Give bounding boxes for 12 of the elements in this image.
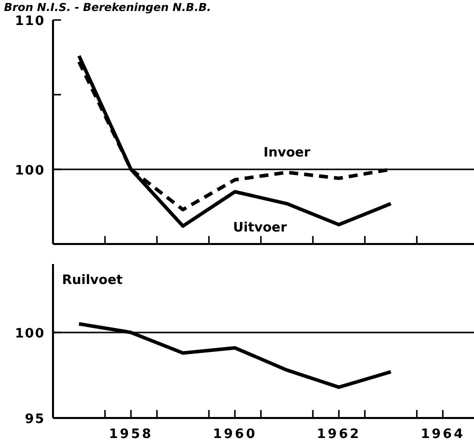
text: Ruilvoet: [62, 273, 123, 288]
x-tick-label: 1960: [212, 427, 258, 442]
text: Bron N.I.S. - Berekeningen N.B.B.: [4, 1, 212, 14]
y-tick-label: 100: [14, 326, 45, 342]
y-tick-label: 100: [14, 163, 45, 178]
x-tick-label: 1964: [420, 427, 465, 442]
series-label: Invoer: [264, 145, 311, 160]
y-tick-label: 95: [24, 412, 45, 427]
x-tick-label: 1962: [316, 427, 361, 442]
x-tick-label: 1958: [108, 427, 154, 442]
y-tick-label: 110: [14, 14, 45, 29]
series-label: Uitvoer: [233, 220, 288, 236]
